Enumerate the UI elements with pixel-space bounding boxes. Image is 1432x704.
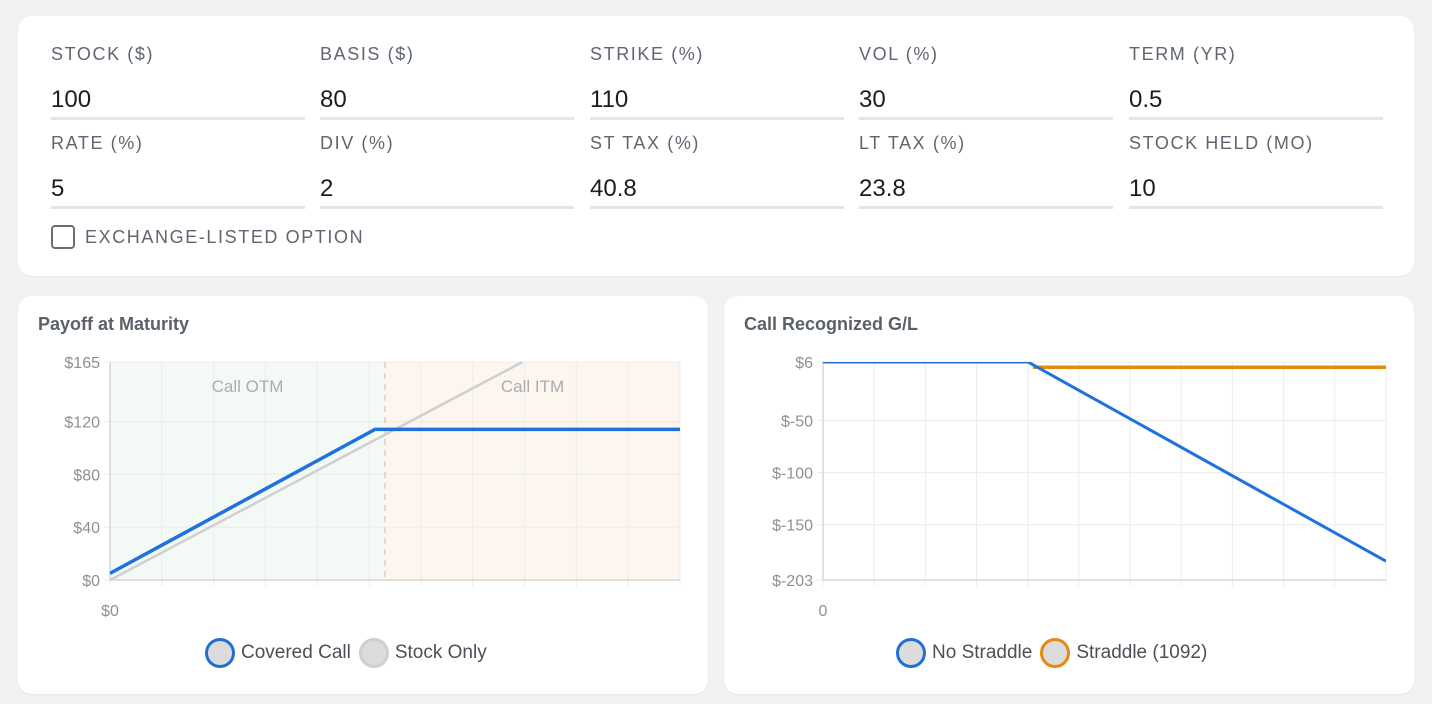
input-div[interactable]: [320, 169, 574, 209]
exchange-listed-label: EXCHANGE-LISTED OPTION: [85, 226, 365, 247]
region-call-itm: [385, 362, 680, 580]
input-rate[interactable]: [51, 169, 305, 209]
region-label-call-otm: Call OTM: [212, 377, 284, 396]
y-tick-label: $120: [64, 414, 100, 431]
legend-item-covered-call[interactable]: Covered Call: [205, 638, 351, 668]
field-stock: STOCK ($): [51, 44, 305, 124]
gl-chart-panel: Call Recognized G/L $6 $-50 $-100 $-150 $-20…: [724, 296, 1414, 694]
y-tick-label: $80: [73, 467, 100, 484]
input-stock-held-mo[interactable]: [1129, 169, 1383, 209]
series-line-stock-only: [110, 362, 524, 582]
y-tick-label: $0: [82, 573, 100, 590]
y-tick-label: $-100: [772, 466, 813, 483]
y-tick-label: $-50: [781, 413, 813, 430]
field-lt-tax: LT TAX (%): [859, 133, 1113, 213]
field-label-rate: RATE (%): [51, 133, 144, 153]
gl-legend: No Straddle Straddle (1092): [896, 636, 1207, 670]
y-tick-label: $-203: [772, 573, 813, 590]
legend-swatch-covered-call: [205, 638, 235, 668]
field-underline: [51, 206, 305, 209]
input-stock[interactable]: [51, 80, 305, 120]
field-basis: BASIS ($): [320, 44, 574, 124]
x-tick-label: $0: [101, 603, 119, 620]
field-underline: [590, 206, 844, 209]
field-strike: STRIKE (%): [590, 44, 844, 124]
input-lt-tax[interactable]: [859, 169, 1113, 209]
legend-item-no-straddle[interactable]: No Straddle: [896, 638, 1032, 668]
field-underline: [1129, 206, 1383, 209]
field-label-term-yr: TERM (YR): [1129, 44, 1237, 64]
legend-label-stock-only: Stock Only: [394, 642, 487, 663]
exchange-listed-toggle[interactable]: EXCHANGE-LISTED OPTION: [51, 224, 364, 250]
gl-chart-title: Call Recognized G/L: [744, 314, 919, 334]
field-term-yr: TERM (YR): [1129, 44, 1383, 124]
legend-swatch-straddle: [1040, 638, 1071, 668]
exchange-listed-checkbox[interactable]: [51, 225, 75, 249]
field-label-st-tax: ST TAX (%): [590, 133, 701, 153]
inputs-panel: STOCK ($) BASIS ($) STRIKE (%) VOL (%) TERM …: [18, 16, 1414, 276]
field-underline: [320, 206, 574, 209]
field-rate: RATE (%): [51, 133, 305, 213]
input-strike[interactable]: [590, 80, 844, 120]
field-div: DIV (%): [320, 133, 574, 213]
payoff-legend: Covered Call Stock Only: [205, 636, 487, 670]
region-call-otm: [110, 362, 385, 580]
field-underline: [590, 117, 844, 120]
gl-chart: $6 $-50 $-100 $-150 $-203 0: [772, 355, 1387, 620]
field-underline: [859, 206, 1113, 209]
payoff-chart: $0 $40 $80 $120 $165 $0 Call OTM Call ITM: [64, 355, 681, 620]
field-label-stock-held-mo: STOCK HELD (MO): [1129, 133, 1314, 153]
legend-label-covered-call: Covered Call: [241, 642, 351, 663]
field-label-vol: VOL (%): [859, 44, 939, 64]
series-line-no-straddle: [823, 362, 1386, 563]
field-label-basis: BASIS ($): [320, 44, 415, 64]
legend-swatch-no-straddle: [896, 638, 926, 668]
payoff-chart-panel: Payoff at Maturity $0 $40 $80 $120 $165 $0 Cal…: [18, 296, 708, 694]
input-term-yr[interactable]: [1129, 80, 1383, 120]
input-vol[interactable]: [859, 80, 1113, 120]
field-label-stock: STOCK ($): [51, 44, 155, 64]
region-label-call-itm: Call ITM: [501, 377, 564, 396]
input-basis[interactable]: [320, 80, 574, 120]
field-underline: [51, 117, 305, 120]
legend-item-straddle[interactable]: Straddle (1092): [1040, 638, 1207, 668]
field-label-lt-tax: LT TAX (%): [859, 133, 966, 153]
field-label-strike: STRIKE (%): [590, 44, 705, 64]
legend-label-straddle: Straddle (1092): [1076, 642, 1208, 663]
payoff-chart-title: Payoff at Maturity: [38, 314, 190, 334]
field-stock-held-mo: STOCK HELD (MO): [1129, 133, 1383, 213]
legend-swatch-stock-only: [358, 638, 389, 668]
y-tick-label: $6: [795, 355, 813, 372]
field-underline: [859, 117, 1113, 120]
y-tick-label: $-150: [772, 518, 813, 535]
series-line-covered-call: [110, 427, 680, 575]
legend-label-no-straddle: No Straddle: [932, 642, 1033, 663]
y-tick-label: $40: [73, 520, 100, 537]
input-st-tax[interactable]: [590, 169, 844, 209]
x-tick-label: 0: [819, 603, 828, 620]
y-tick-label: $165: [64, 355, 100, 372]
field-st-tax: ST TAX (%): [590, 133, 844, 213]
field-label-div: DIV (%): [320, 133, 395, 153]
field-underline: [1129, 117, 1383, 120]
legend-item-stock-only[interactable]: Stock Only: [358, 638, 487, 668]
field-underline: [320, 117, 574, 120]
field-vol: VOL (%): [859, 44, 1113, 124]
